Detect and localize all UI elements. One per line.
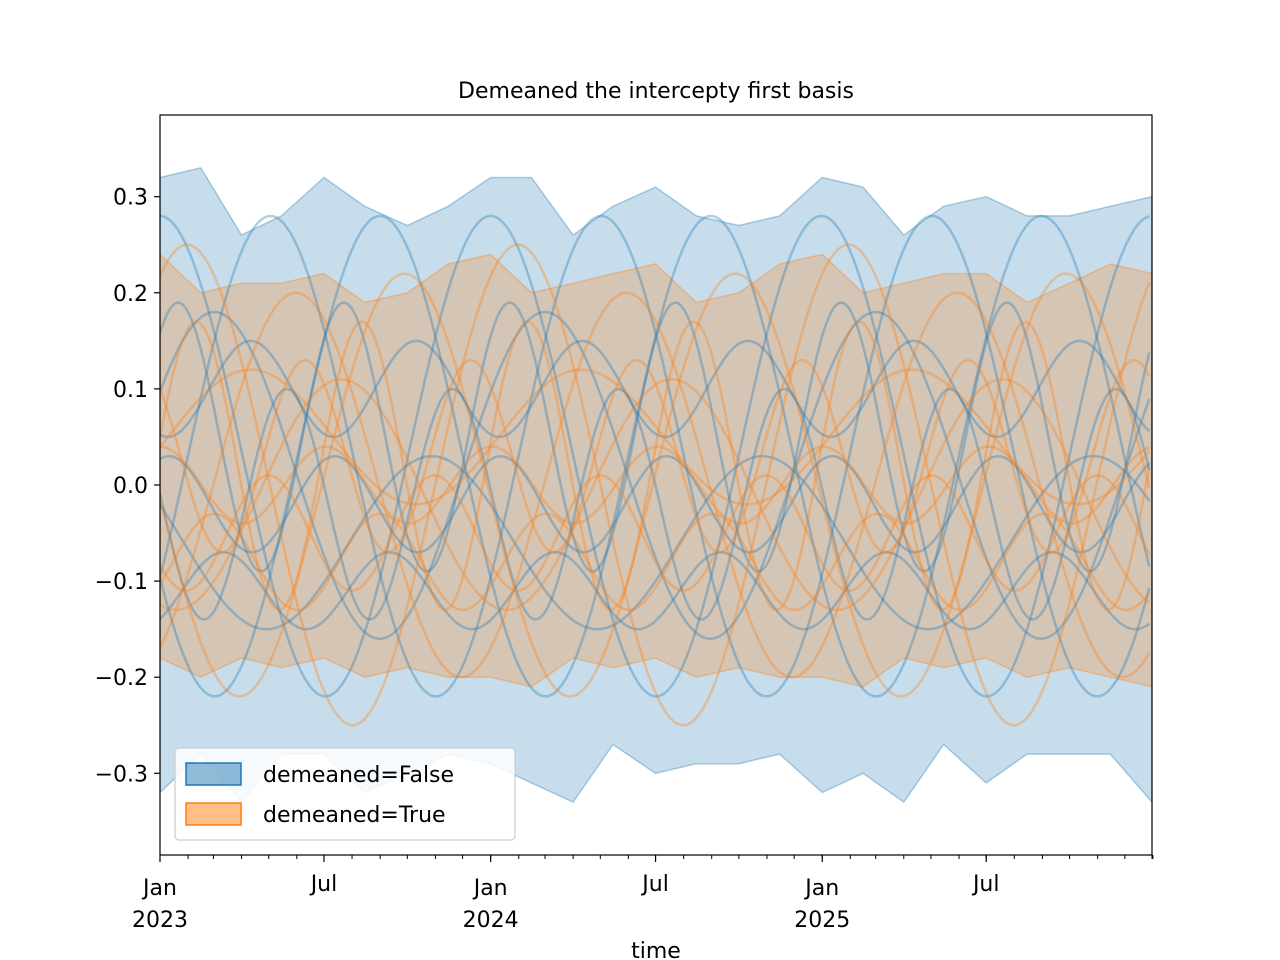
blue-curve-7 xyxy=(160,551,1150,631)
orange-curve-6 xyxy=(160,445,1150,525)
x-tick-label: Jan xyxy=(141,876,177,901)
orange-curve-7 xyxy=(160,368,1151,506)
x-tick-label: Jul xyxy=(309,872,338,897)
blue-curve-6 xyxy=(160,454,1151,631)
blue-curve-5 xyxy=(160,387,1151,621)
x-axis-label: time xyxy=(631,939,681,960)
y-tick-label: −0.3 xyxy=(95,762,148,787)
blue-curve-8 xyxy=(160,339,1151,439)
x-tick-label: Jan xyxy=(472,876,508,901)
orange-curve-0 xyxy=(160,243,1151,727)
blue-curve-1 xyxy=(160,214,1151,698)
y-tick-label: 0.0 xyxy=(113,474,148,499)
orange-curve-1 xyxy=(160,291,1151,679)
x-axis: Jan 2023 Jul Jan 2024 Jul Jan 2025 Jul xyxy=(132,855,1154,933)
curves-layer xyxy=(160,214,1151,727)
blue-curve-2 xyxy=(160,214,1151,698)
x-tick-year-label: 2025 xyxy=(794,908,850,933)
legend-swatch xyxy=(185,762,242,786)
bands-layer xyxy=(160,167,1152,804)
x-tick-year-label: 2023 xyxy=(132,908,188,933)
orange-curve-4 xyxy=(160,378,1151,612)
y-tick-label: 0.1 xyxy=(113,378,148,403)
y-tick-label: −0.1 xyxy=(95,570,148,595)
y-tick-label: −0.2 xyxy=(95,666,148,691)
legend-label: demeaned=True xyxy=(263,803,446,828)
band-1 xyxy=(160,253,1152,688)
legend: demeaned=False demeaned=True xyxy=(174,747,516,841)
y-tick-label: 0.3 xyxy=(113,186,148,211)
orange-curve-2 xyxy=(160,272,1151,698)
legend-swatch xyxy=(185,802,242,826)
orange-curve-3 xyxy=(160,320,1151,612)
blue-curve-3 xyxy=(160,301,1151,573)
y-tick-label: 0.2 xyxy=(113,282,148,307)
orange-curve-9 xyxy=(160,358,1151,554)
chart-title: Demeaned the intercepty first basis xyxy=(458,79,854,104)
x-tick-year-label: 2024 xyxy=(463,908,519,933)
legend-label: demeaned=False xyxy=(263,763,454,788)
y-axis: −0.3 −0.2 −0.1 0.0 0.1 0.2 0.3 xyxy=(95,186,160,787)
blue-curve-9 xyxy=(160,454,1151,554)
x-tick-label: Jul xyxy=(971,872,1000,897)
legend-box xyxy=(174,747,516,841)
orange-curve-5 xyxy=(160,474,1151,592)
orange-curve-8 xyxy=(160,512,1151,612)
blue-curve-0 xyxy=(160,214,1150,698)
blue-curve-4 xyxy=(160,310,1151,641)
x-tick-label: Jan xyxy=(803,876,839,901)
x-tick-label: Jul xyxy=(640,872,669,897)
